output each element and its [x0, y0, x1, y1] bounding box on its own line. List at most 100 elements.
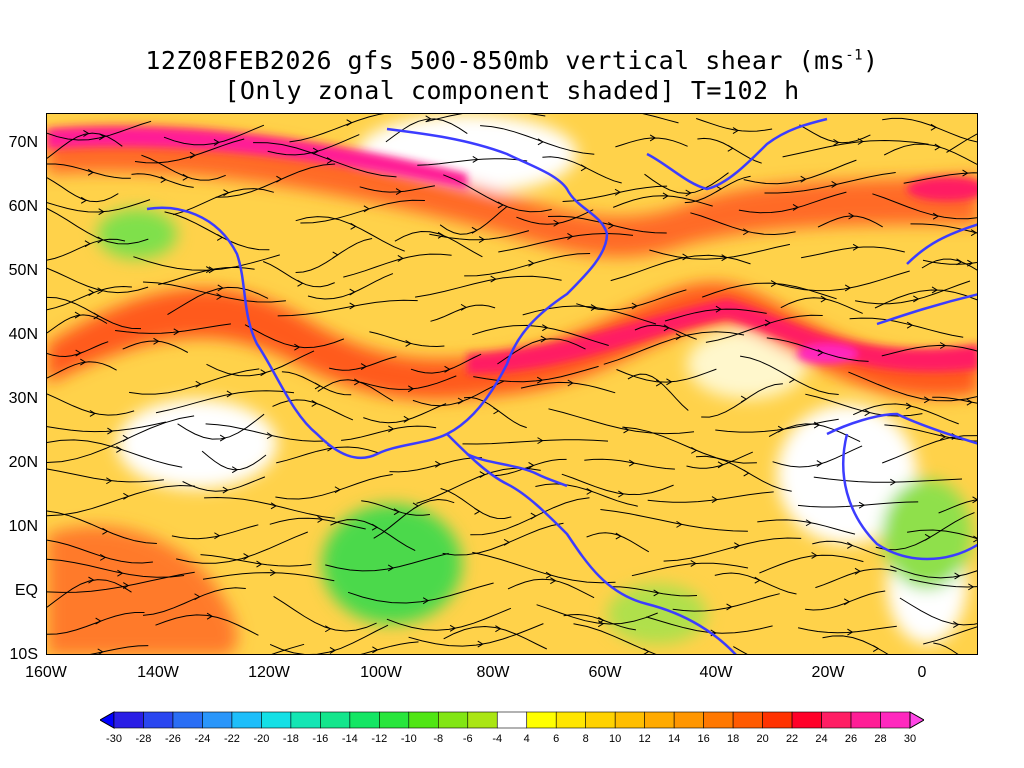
streamline-arrow [219, 434, 227, 442]
colorbar-tick-label: -8 [433, 733, 444, 745]
streamline [600, 509, 748, 532]
colorbar-box [113, 711, 144, 729]
colorbar-box [732, 711, 763, 729]
streamline [307, 273, 394, 300]
streamline [267, 134, 360, 156]
streamline [386, 607, 512, 631]
streamline-arrow [770, 280, 778, 287]
streamline [155, 390, 295, 414]
streamline [797, 625, 897, 634]
streamline [759, 554, 864, 574]
streamline [328, 356, 397, 371]
streamline-arrow [435, 460, 442, 468]
streamline [535, 483, 638, 507]
lat-label-60n: 60N [8, 198, 38, 215]
streamline-arrow [623, 426, 630, 434]
streamline-arrow [930, 123, 937, 131]
colorbar-box [408, 711, 439, 729]
streamline [277, 299, 418, 317]
streamline [47, 415, 195, 463]
streamline [464, 253, 591, 277]
streamline-arrow [403, 415, 410, 423]
streamline-arrow [493, 407, 500, 415]
streamline [801, 246, 905, 259]
streamline-arrow [615, 532, 622, 540]
streamline-arrow [444, 365, 451, 373]
streamline [389, 457, 482, 473]
streamline [167, 286, 269, 316]
streamline [47, 177, 119, 203]
streamline-arrow [205, 266, 213, 274]
streamline-arrow [854, 567, 861, 575]
streamline [163, 124, 265, 146]
colorbar-min-triangle [100, 711, 115, 729]
streamline-arrow [269, 569, 277, 577]
streamline [417, 158, 528, 166]
streamline [772, 445, 863, 468]
colorbar-box [821, 711, 852, 729]
streamline [142, 281, 286, 303]
streamline [47, 238, 126, 261]
streamline-arrow [407, 385, 415, 393]
shear-map [46, 113, 978, 655]
streamline-arrow [727, 144, 734, 152]
streamline-arrow [934, 143, 941, 151]
streamline [47, 393, 135, 416]
greenland-coast [646, 117, 828, 191]
streamline [205, 423, 327, 442]
streamline [115, 323, 231, 334]
streamline-arrow [98, 208, 105, 216]
streamline [155, 614, 259, 636]
colorbar-box [555, 711, 587, 729]
streamline [343, 253, 452, 278]
streamline [47, 314, 108, 334]
streamlines [47, 114, 977, 654]
streamline-arrow [194, 593, 201, 601]
streamline-arrow [939, 433, 947, 441]
streamline-arrow [537, 138, 544, 146]
streamline [273, 595, 377, 632]
streamline-arrow [530, 512, 537, 520]
streamline [520, 381, 616, 394]
streamline-arrow [83, 129, 90, 137]
colorbar-tick-label: 8 [582, 733, 589, 745]
streamline-arrow [372, 646, 379, 654]
streamline [627, 373, 689, 411]
streamline-arrow [743, 469, 750, 477]
streamline [47, 361, 117, 379]
colorbar-box [762, 711, 793, 729]
colorbar-max-triangle [909, 711, 924, 729]
streamline-arrow [223, 189, 230, 197]
streamline-arrow [93, 312, 100, 320]
streamline [271, 643, 305, 654]
streamline [922, 259, 977, 265]
streamline [881, 344, 977, 357]
streamline-arrow [811, 552, 818, 559]
colorbar-box [349, 711, 380, 729]
streamline-arrow [816, 460, 823, 467]
streamline [47, 558, 185, 578]
streamline [547, 215, 667, 234]
streamline-arrow [349, 288, 356, 296]
streamline [215, 163, 336, 198]
shade-blob [47, 526, 238, 654]
streamline-arrow [717, 461, 724, 469]
colorbar [100, 711, 924, 729]
streamline [272, 399, 354, 421]
streamline-arrow [734, 542, 741, 550]
streamline-arrow [676, 520, 683, 528]
streamline [903, 172, 977, 184]
streamline-arrow [614, 188, 622, 196]
streamline [47, 163, 131, 179]
streamline [686, 451, 753, 469]
streamline [443, 625, 548, 650]
streamline-arrow [913, 295, 920, 303]
streamline [134, 138, 245, 164]
shade-blob [882, 479, 972, 589]
streamline-arrow [312, 147, 320, 155]
streamline-arrow [844, 284, 852, 292]
streamline-arrow [906, 321, 914, 329]
streamline [408, 623, 544, 647]
streamline-arrow [397, 255, 404, 262]
streamline-arrow [685, 189, 692, 197]
